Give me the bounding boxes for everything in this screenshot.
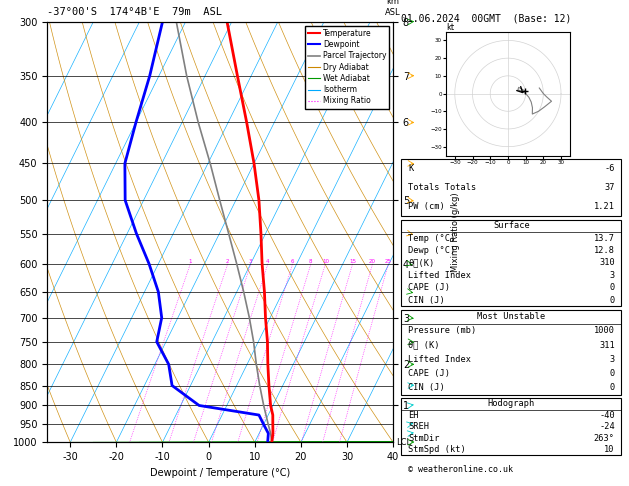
Text: -37°00'S  174°4B'E  79m  ASL: -37°00'S 174°4B'E 79m ASL	[47, 7, 222, 17]
Text: -40: -40	[599, 411, 615, 420]
Text: kt: kt	[446, 22, 454, 32]
Text: Lifted Index: Lifted Index	[408, 355, 471, 364]
Text: 13.7: 13.7	[594, 234, 615, 243]
Text: Mixing Ratio (g/kg): Mixing Ratio (g/kg)	[451, 192, 460, 272]
Text: CIN (J): CIN (J)	[408, 295, 445, 305]
Text: 25: 25	[385, 259, 392, 264]
Text: 8: 8	[309, 259, 313, 264]
Text: 1.21: 1.21	[594, 202, 615, 211]
Text: EH: EH	[408, 411, 418, 420]
Text: 0: 0	[610, 295, 615, 305]
Text: CAPE (J): CAPE (J)	[408, 283, 450, 292]
Text: 310: 310	[599, 259, 615, 267]
Text: 263°: 263°	[594, 434, 615, 443]
Text: LCL: LCL	[397, 438, 412, 447]
Text: CAPE (J): CAPE (J)	[408, 369, 450, 378]
Text: 12.8: 12.8	[594, 246, 615, 255]
Text: Most Unstable: Most Unstable	[477, 312, 545, 321]
Text: 0: 0	[610, 283, 615, 292]
Text: km
ASL: km ASL	[386, 0, 401, 17]
Text: 1000: 1000	[594, 326, 615, 335]
Text: 3: 3	[610, 271, 615, 280]
Text: PW (cm): PW (cm)	[408, 202, 445, 211]
Text: 2: 2	[226, 259, 230, 264]
Text: K: K	[408, 164, 413, 173]
Text: 3: 3	[610, 355, 615, 364]
Text: 1: 1	[189, 259, 192, 264]
Text: CIN (J): CIN (J)	[408, 383, 445, 392]
Text: 10: 10	[604, 445, 615, 454]
Text: 20: 20	[369, 259, 376, 264]
Text: Totals Totals: Totals Totals	[408, 183, 476, 192]
Text: 0: 0	[610, 369, 615, 378]
Text: Dewp (°C): Dewp (°C)	[408, 246, 455, 255]
Text: © weatheronline.co.uk: © weatheronline.co.uk	[408, 465, 513, 474]
Text: 10: 10	[322, 259, 329, 264]
Text: -6: -6	[604, 164, 615, 173]
Text: 15: 15	[349, 259, 356, 264]
Text: 3: 3	[249, 259, 253, 264]
Text: 37: 37	[604, 183, 615, 192]
Text: θᴄ(K): θᴄ(K)	[408, 259, 434, 267]
Text: 01.06.2024  00GMT  (Base: 12): 01.06.2024 00GMT (Base: 12)	[401, 14, 572, 24]
Text: Surface: Surface	[493, 221, 530, 230]
Text: SREH: SREH	[408, 422, 429, 431]
Text: 311: 311	[599, 341, 615, 349]
Text: θᴄ (K): θᴄ (K)	[408, 341, 440, 349]
Text: 6: 6	[291, 259, 294, 264]
Text: -24: -24	[599, 422, 615, 431]
Text: Hodograph: Hodograph	[487, 399, 535, 408]
Text: StmDir: StmDir	[408, 434, 440, 443]
Text: StmSpd (kt): StmSpd (kt)	[408, 445, 465, 454]
Text: Lifted Index: Lifted Index	[408, 271, 471, 280]
X-axis label: Dewpoint / Temperature (°C): Dewpoint / Temperature (°C)	[150, 468, 290, 478]
Text: 0: 0	[610, 383, 615, 392]
Text: Temp (°C): Temp (°C)	[408, 234, 455, 243]
Legend: Temperature, Dewpoint, Parcel Trajectory, Dry Adiabat, Wet Adiabat, Isotherm, Mi: Temperature, Dewpoint, Parcel Trajectory…	[305, 26, 389, 108]
Text: Pressure (mb): Pressure (mb)	[408, 326, 476, 335]
Text: 4: 4	[266, 259, 270, 264]
